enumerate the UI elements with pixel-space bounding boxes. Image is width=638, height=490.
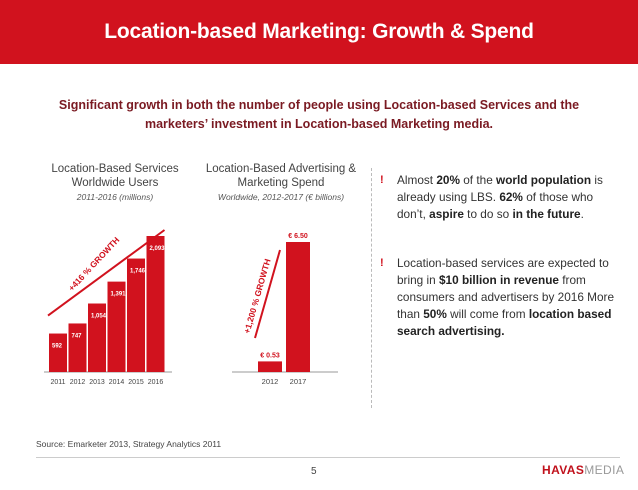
bullet-run: in the future [512,207,581,221]
bullet-run: will come from [446,307,529,321]
bullet-item-2: ! Location-based services are expected t… [380,255,620,340]
bullet-run: of those who don’t, [397,190,594,221]
users-x-tick-label: 2015 [128,379,144,386]
users-x-tick-label: 2011 [50,379,65,386]
left-chart-note: 2011-2016 (millions) [76,192,154,202]
left-chart-subtitle: Worldwide Users [71,177,159,189]
spend-growth-annotation: +1,200 % GROWTH [242,258,273,335]
bullet-text-1: Almost 20% of the world population is al… [380,172,620,223]
spend-bar-2012 [258,361,282,372]
bullet-run: world population [496,173,592,187]
bullet-mark-icon: ! [380,174,384,186]
left-chart-title: Location-Based Services [51,163,179,175]
users-bar-2013 [88,303,106,372]
users-x-tick-label: 2013 [89,379,105,386]
users-bar-2016 [146,236,165,372]
divider-line [371,168,372,408]
logo-text-havas: HAVAS [542,463,585,477]
right-chart-title-block: Location-Based Advertising & Marketing S… [196,162,366,204]
slide-subtitle: Significant growth in both the number of… [58,98,580,131]
bullet-mark-icon: ! [380,257,384,269]
right-chart-note: Worldwide, 2012-2017 (€ billions) [217,192,345,202]
bullet-run: location based search advertising. [397,307,612,338]
users-data-label: 592 [52,344,63,350]
spend-growth-line [254,249,281,339]
bullet-run: Almost [397,173,437,187]
users-data-label: 1,391 [111,292,127,298]
bullet-run: Location-based services are expected to … [397,256,609,287]
havas-media-logo: HAVASMEDIA [542,463,624,477]
spend-data-label: € 0.53 [260,352,280,359]
bullet-text-2: Location-based services are expected to … [380,255,620,340]
page-number: 5 [311,466,317,477]
users-growth-line [47,229,166,317]
users-bar-2012 [68,323,87,372]
bullet-run: to do so [463,207,513,221]
users-bar-2014 [107,281,126,372]
users-bar-2015 [127,258,145,372]
right-chart-subtitle: Marketing Spend [237,177,325,189]
spend-data-label: € 6.50 [288,233,308,240]
users-x-tick-label: 2016 [148,379,164,386]
users-data-label: 1,746 [130,269,146,275]
spend-x-tick-label: 2017 [290,377,307,386]
bullet-run: $10 billion in revenue [438,273,559,287]
users-data-label: 747 [72,333,83,339]
header-bar: Location-based Marketing: Growth & Spend [0,0,638,64]
bullet-run: 20% [436,173,460,187]
bullet-run: from consumers and advertisers by 2016 M… [397,273,615,321]
users-bar-2011 [49,333,67,372]
source-note: Source: Emarketer 2013, Strategy Analyti… [36,439,222,449]
spend-bar-2017 [286,242,310,372]
bullet-run: is already using LBS. [397,173,603,204]
slide-title: Location-based Marketing: Growth & Spend [104,20,534,43]
users-x-tick-label: 2012 [70,379,86,386]
footer-divider [36,457,620,458]
bullet-item-1: ! Almost 20% of the world population is … [380,172,620,223]
spend-x-tick-label: 2012 [262,377,279,386]
bullet-run: 50% [423,307,447,321]
bullet-run: . [580,207,584,221]
logo-text-media: MEDIA [584,463,625,477]
users-data-label: 2,093 [150,246,166,252]
left-chart-title-block: Location-Based Services Worldwide Users … [30,162,200,204]
users-data-label: 1,054 [91,314,107,320]
bullet-run: 62% [499,190,523,204]
users-x-tick-label: 2014 [109,379,125,386]
bullet-run: of the [459,173,497,187]
bullet-run: aspire [429,207,464,221]
right-chart-title: Location-Based Advertising & [205,163,357,175]
